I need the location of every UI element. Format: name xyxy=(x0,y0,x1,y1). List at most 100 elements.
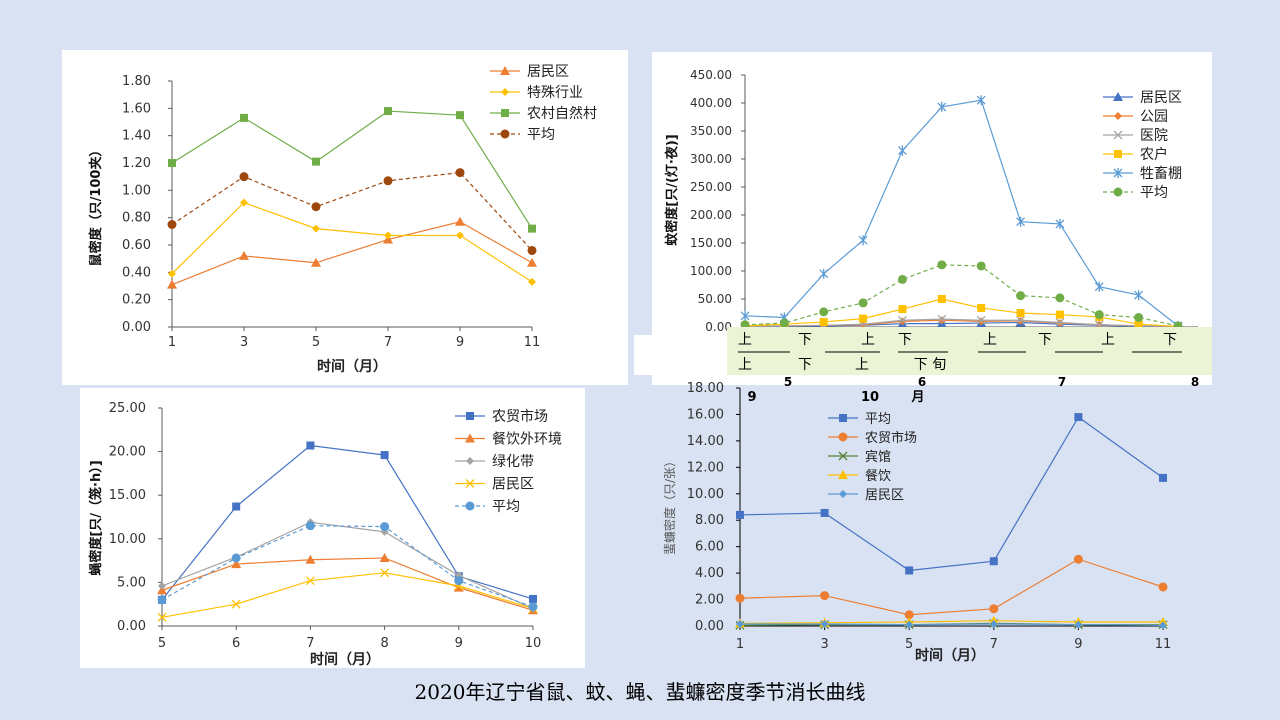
legend-marker xyxy=(1113,168,1123,178)
legend-marker xyxy=(1114,150,1122,158)
axis-band-label: 下 xyxy=(798,332,812,348)
legend-marker xyxy=(501,109,509,117)
data-point xyxy=(937,295,946,303)
stray-axis-label: 月 xyxy=(910,390,924,405)
legend-label: 居民区 xyxy=(865,488,904,503)
legend-label: 居民区 xyxy=(1140,90,1182,106)
y-tick-label: 1.40 xyxy=(122,129,151,144)
data-point xyxy=(527,245,537,255)
legend-label: 居民区 xyxy=(527,64,569,80)
data-point xyxy=(240,198,248,207)
legend-label: 平均 xyxy=(1140,185,1168,201)
y-tick-label: 20.00 xyxy=(109,445,146,460)
data-point xyxy=(158,581,166,590)
series-居民区 xyxy=(167,216,537,289)
y-tick-label: 12.00 xyxy=(687,460,724,475)
slide-title: 2020年辽宁省鼠、蚊、蝇、蜚蠊密度季节消长曲线 xyxy=(414,680,866,704)
data-point xyxy=(977,303,986,312)
data-point xyxy=(306,441,315,450)
y-tick-label: 250.00 xyxy=(690,180,732,194)
series-餐饮外环境 xyxy=(157,552,538,615)
y-axis-title: 蝇密度[只/（笼·h）] xyxy=(88,460,104,575)
x-tick-label: 5 xyxy=(158,636,166,651)
data-point xyxy=(232,502,241,511)
x-tick-label: 5 xyxy=(905,637,913,652)
legend-marker xyxy=(465,501,475,511)
legend-label: 牲畜棚 xyxy=(1140,166,1182,182)
data-point xyxy=(157,595,167,605)
stray-axis-label: 9 xyxy=(747,390,756,405)
data-point xyxy=(240,113,248,122)
data-point xyxy=(976,261,986,271)
axis-band-label: 上 xyxy=(738,357,752,373)
mosquito-chart: 0.00 50.00 100.00 150.00 200.00 250.00 300.00 3… xyxy=(664,68,1198,334)
y-tick-label: 100.00 xyxy=(690,264,732,278)
y-tick-label: 1.20 xyxy=(122,156,151,171)
data-point xyxy=(937,314,947,324)
legend-marker xyxy=(1113,187,1123,197)
legend-label: 公园 xyxy=(1140,109,1168,125)
series-农贸市场 xyxy=(735,554,1168,620)
data-point xyxy=(453,582,464,592)
series-绿化带 xyxy=(158,518,537,613)
data-point xyxy=(168,269,176,278)
data-point xyxy=(383,176,393,186)
month-label: 8 xyxy=(1191,375,1199,389)
data-point xyxy=(937,316,946,325)
data-point xyxy=(455,168,465,178)
data-point xyxy=(528,224,536,233)
data-point xyxy=(735,593,745,603)
data-point xyxy=(384,107,392,116)
legend-marker xyxy=(839,490,847,498)
data-point xyxy=(1094,281,1104,292)
legend-marker xyxy=(838,451,848,461)
y-tick-label: 4.00 xyxy=(695,566,724,581)
series-line xyxy=(744,298,1179,328)
data-point xyxy=(1016,291,1026,301)
data-point xyxy=(231,599,241,609)
data-point xyxy=(1158,582,1168,592)
data-point xyxy=(819,317,828,326)
data-point xyxy=(858,298,868,308)
series-line xyxy=(161,572,534,618)
series-line xyxy=(171,201,533,283)
data-point xyxy=(311,202,321,212)
data-point xyxy=(231,559,242,569)
series-line xyxy=(171,171,533,251)
x-tick-label: 7 xyxy=(990,637,998,652)
series-line xyxy=(740,623,1164,626)
series-line xyxy=(744,318,1179,328)
data-point xyxy=(379,552,390,562)
legend-label: 平均 xyxy=(527,127,555,143)
legend-label: 餐饮外环境 xyxy=(492,432,562,448)
series-农村自然村 xyxy=(168,107,536,233)
data-point xyxy=(312,157,320,166)
data-point xyxy=(1073,554,1083,564)
series-line xyxy=(161,557,534,611)
y-tick-label: 50.00 xyxy=(698,292,732,306)
series-平均 xyxy=(167,168,537,255)
data-point xyxy=(898,317,907,326)
data-point xyxy=(1159,473,1167,482)
data-point xyxy=(1134,290,1144,301)
series-平均 xyxy=(740,260,1183,331)
legend-marker xyxy=(839,414,847,422)
y-tick-label: 0.40 xyxy=(122,265,151,280)
axis-band-label: 下 xyxy=(798,357,812,373)
data-point xyxy=(167,220,177,229)
month-label: 5 xyxy=(784,375,792,389)
data-point xyxy=(380,568,390,578)
y-tick-label: 1.80 xyxy=(122,74,151,89)
legend-label: 农村自然村 xyxy=(527,105,597,122)
data-point xyxy=(1055,218,1065,229)
data-point xyxy=(305,554,316,564)
legend-label: 农贸市场 xyxy=(865,430,917,446)
series-line xyxy=(739,558,1164,616)
y-axis-title: 鼠密度（只/100夹） xyxy=(88,144,104,267)
y-tick-label: 300.00 xyxy=(690,152,732,166)
x-tick-label: 3 xyxy=(820,637,828,652)
axis-band-label: 上 xyxy=(861,332,875,348)
data-point xyxy=(157,612,167,622)
x-tick-label: 10 xyxy=(525,636,542,651)
